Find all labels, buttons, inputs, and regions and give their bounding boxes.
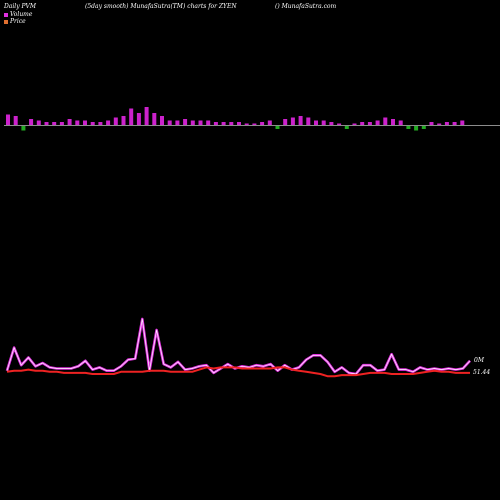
volume-bar — [144, 107, 149, 125]
price-line — [6, 366, 470, 378]
volume-bar — [90, 122, 95, 125]
volume-bar — [75, 120, 80, 125]
volume-bar — [13, 116, 18, 125]
volume-bar — [136, 113, 141, 125]
volume-bar — [290, 117, 295, 125]
volume-bar — [437, 123, 442, 125]
volume-bar — [444, 122, 449, 125]
legend-volume: Volume — [4, 11, 32, 18]
legend-price: Price — [4, 18, 26, 25]
volume-bar — [360, 122, 365, 125]
volume-bar — [237, 122, 241, 125]
volume-bar — [67, 119, 72, 125]
volume-bar — [190, 120, 195, 125]
volume-line-outline — [5, 317, 471, 376]
volume-bar — [52, 122, 57, 125]
volume-bar — [452, 122, 457, 125]
volume-bar — [252, 123, 257, 125]
chart-type-label: Daily PVM — [4, 3, 37, 10]
volume-bar — [206, 120, 211, 125]
volume-bar — [221, 122, 226, 125]
volume-bar — [175, 120, 180, 125]
volume-bar — [121, 116, 126, 125]
volume-bar — [160, 116, 164, 125]
chart-title: (5day smooth) MunafaSutra(TM) charts for… — [85, 3, 237, 10]
price-lines — [5, 317, 471, 378]
volume-bar — [375, 120, 380, 125]
volume-bar — [283, 119, 288, 125]
volume-bar — [298, 116, 303, 125]
volume-swatch — [4, 12, 8, 17]
volume-bar — [21, 126, 26, 131]
volume-bar — [344, 126, 349, 129]
volume-bar — [229, 122, 234, 125]
price-swatch — [4, 19, 8, 24]
volume-bar — [421, 126, 426, 129]
volume-bar — [352, 123, 357, 125]
volume-bar — [152, 113, 157, 125]
volume-bar — [98, 122, 103, 125]
volume-bar — [198, 120, 203, 125]
legend-volume-label: Volume — [10, 11, 33, 18]
source-label: () MunafaSutra.com — [275, 3, 337, 10]
volume-bar — [337, 123, 342, 125]
volume-bar — [167, 120, 172, 125]
volume-bar — [129, 108, 134, 125]
legend-price-label: Price — [10, 18, 26, 25]
volume-bar — [113, 117, 118, 125]
volume-bar — [106, 120, 111, 125]
volume-bar — [321, 120, 326, 125]
volume-bar — [83, 120, 87, 125]
volume-bar — [183, 119, 188, 125]
volume-bar — [244, 123, 249, 125]
volume-bar — [329, 122, 334, 125]
volume-bar — [306, 117, 311, 125]
price-value-label: 51.44 — [473, 369, 491, 376]
volume-bar — [213, 122, 218, 125]
volume-bar — [398, 120, 403, 125]
volume-value-label: 0M — [474, 357, 484, 364]
volume-bar — [406, 126, 411, 129]
volume-bar — [260, 122, 265, 125]
volume-bar — [391, 119, 395, 125]
volume-bar — [367, 122, 372, 125]
volume-bar — [460, 120, 465, 125]
volume-bar — [275, 126, 280, 129]
volume-bar — [267, 120, 272, 125]
volume-bars — [6, 107, 465, 131]
volume-bar — [383, 117, 388, 125]
volume-bar — [29, 119, 34, 125]
volume-bar — [6, 114, 10, 125]
volume-bar — [314, 120, 318, 125]
volume-bar — [36, 120, 41, 125]
volume-bar — [59, 122, 64, 125]
volume-bar — [414, 126, 419, 131]
volume-bar — [44, 122, 49, 125]
volume-bar — [429, 122, 434, 125]
